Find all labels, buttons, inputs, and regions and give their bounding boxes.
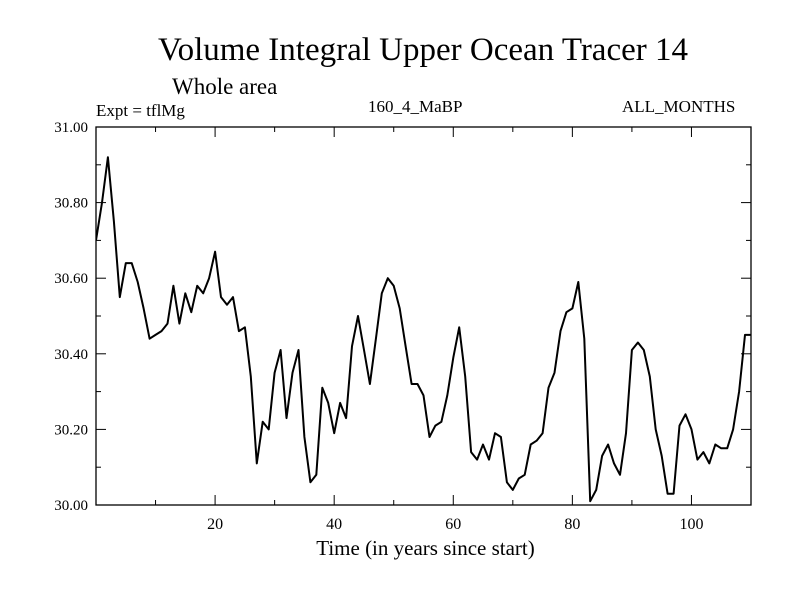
chart-title: Volume Integral Upper Ocean Tracer 14 xyxy=(158,32,688,68)
chart-subtitle: Whole area xyxy=(172,74,278,99)
x-tick-label: 20 xyxy=(207,516,223,533)
x-tick-label: 80 xyxy=(564,516,580,533)
x-tick-label: 60 xyxy=(445,516,461,533)
y-tick-label: 30.00 xyxy=(54,498,88,514)
x-tick-label: 40 xyxy=(326,516,342,533)
x-axis-label: Time (in years since start) xyxy=(316,536,535,560)
run-label: 160_4_MaBP xyxy=(368,97,463,116)
y-tick-label: 31.00 xyxy=(54,120,88,136)
y-tick-label: 30.80 xyxy=(54,196,88,212)
y-tick-label: 30.20 xyxy=(54,422,88,438)
y-tick-label: 30.60 xyxy=(54,271,88,287)
months-label: ALL_MONTHS xyxy=(622,97,736,116)
series-line-1 xyxy=(96,156,751,503)
x-tick-label: 100 xyxy=(679,516,703,533)
plot-frame xyxy=(95,126,752,506)
experiment-label: Expt = tflMg xyxy=(96,101,185,120)
y-tick-label: 30.40 xyxy=(54,347,88,363)
